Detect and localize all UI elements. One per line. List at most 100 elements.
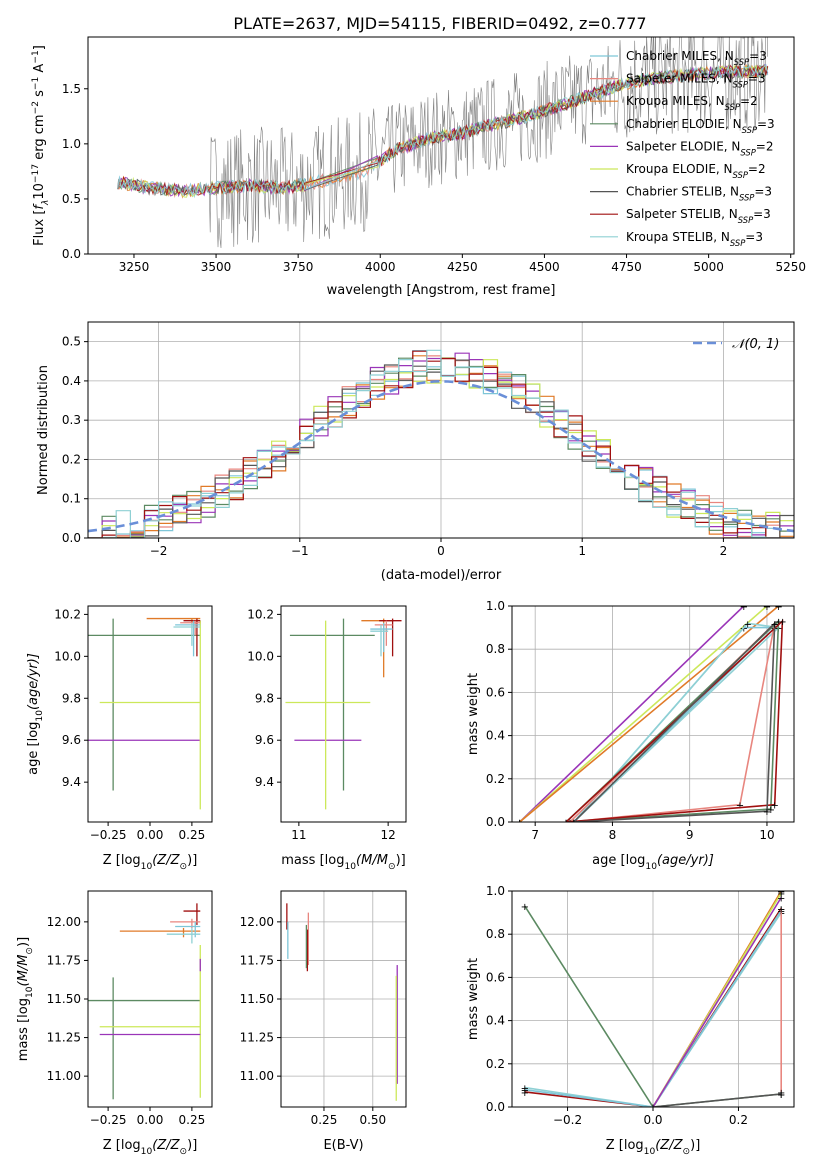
weight-vs-age-marker: + (562, 818, 570, 829)
spectrum-legend-label-part: SSP (733, 170, 749, 180)
age-vs-z-ytick-label: 9.8 (62, 691, 81, 705)
age-vs-z-xlabel-part: (Z/Z (152, 853, 180, 868)
age-vs-mass-xlabel-part: ⊙ (388, 862, 396, 872)
age-vs-mass-xtick-label: 12 (381, 828, 396, 842)
spectrum-xtick-label: 5250 (775, 260, 806, 274)
age-vs-z-plot-area (88, 617, 201, 810)
spectrum-legend-label-part: SSP (739, 193, 755, 203)
weight-vs-age-xlabel-part: age [log (592, 853, 645, 868)
spectrum-legend-label: Chabrier MILES, NSSP=3 (626, 49, 767, 67)
weight-vs-z-xlabel-part: ⊙ (683, 1147, 691, 1157)
mass-vs-z-ytick-label: 11.00 (47, 1069, 81, 1083)
weight-vs-age-marker: + (566, 818, 574, 829)
weight-vs-age-marker: + (767, 805, 775, 816)
mass-vs-z-ytick-label: 11.50 (47, 992, 81, 1006)
spectrum-ylabel-part: f (32, 203, 47, 210)
residuals-ytick-label: 0.3 (62, 413, 81, 427)
spectrum-ytick-label: 0.0 (62, 247, 81, 261)
spectrum-legend-label-part: =3 (757, 117, 775, 131)
mass-vs-z-ylabel-part: ⊙ (25, 947, 35, 955)
age-vs-z-xlabel-part: )] (187, 853, 197, 868)
age-vs-mass-ytick-label: 9.8 (255, 691, 274, 705)
spectrum-legend-label-part: =3 (749, 49, 767, 63)
spectrum-model-chabrier-stelib (117, 65, 768, 197)
weight-vs-age-frame (511, 605, 795, 823)
weight-vs-z-ytick-label: 0.2 (486, 1057, 505, 1071)
spectrum-model-chabrier-elodie (117, 63, 769, 196)
age-vs-mass-frame (280, 605, 407, 823)
spectrum-legend-label-part: SSP (740, 147, 756, 157)
spectrum-model-salpeter-stelib (117, 64, 769, 196)
residuals-legend-label: 𝒩(0, 1) (732, 337, 779, 352)
weight-vs-z-marker: + (777, 904, 785, 915)
weight-vs-z-ytick-label: 0.0 (486, 1100, 505, 1114)
spectrum-legend-label-part: SSP (742, 125, 758, 135)
weight-vs-z-ylabel: mass weight (466, 958, 481, 1040)
weight-vs-z-marker: + (649, 1103, 657, 1114)
residuals-xtick-label: 1 (578, 544, 586, 558)
weight-vs-age-marker: + (570, 818, 578, 829)
mass-vs-ebv-axes: 0.25 0.50 11.00 11.25 11.50 11.75 12.00 E(B-V) (240, 890, 407, 1153)
age-vs-mass-axes: 11 12 9.4 9.6 9.8 10.0 10.2 mass [log10(M/M⊙)] (247, 605, 407, 872)
spectrum-legend-label-part: SSP (725, 102, 741, 112)
spectrum-legend-label-part: Chabrier ELODIE, N (626, 117, 742, 131)
spectrum-xtick-label: 4000 (365, 260, 396, 274)
spectrum-ylabel-part: λ (41, 200, 51, 206)
weight-vs-age-plot-area: ++++++++ ++++ ++++++++++++++ ++++ (516, 602, 787, 829)
spectrum-ytick-label: 1.5 (62, 82, 81, 96)
weight-vs-z-marker: + (521, 1086, 529, 1097)
age-vs-z-ylabel: age [log10(age/yr)] (26, 653, 45, 775)
weight-vs-z-marker: + (777, 1088, 785, 1099)
age-vs-z-ytick-label: 9.6 (62, 733, 81, 747)
weight-vs-age-marker: + (562, 818, 570, 829)
weight-vs-z-marker: + (521, 902, 529, 913)
weight-vs-age-xtick-label: 9 (686, 828, 694, 842)
spectrum-legend-label: Salpeter ELODIE, NSSP=2 (626, 139, 774, 157)
mass-vs-z-xlabel: Z [log10(Z/Z⊙)] (103, 1138, 198, 1157)
weight-vs-z-marker: + (649, 1103, 657, 1114)
spectrum-legend-label-part: =3 (748, 72, 766, 86)
age-vs-z-xtick-label: −0.25 (90, 828, 127, 842)
weight-vs-z-marker: + (649, 1103, 657, 1114)
age-vs-mass-xlabel: mass [log10(M/M⊙)] (281, 853, 405, 872)
spectrum-legend-label: Salpeter STELIB, NSSP=3 (626, 207, 771, 225)
weight-vs-age-line-0 (519, 606, 745, 822)
spectrum-legend-label-part: Chabrier STELIB, N (626, 185, 739, 199)
spectrum-ylabel-part: −1 (31, 77, 41, 90)
weight-vs-z-ytick-label: 0.6 (486, 970, 505, 984)
weight-vs-age-line-2 (519, 606, 780, 822)
spectrum-legend-label: Chabrier STELIB, NSSP=3 (626, 185, 772, 203)
mass-vs-z-plot-area (88, 903, 201, 1100)
weight-vs-z-xlabel-part: (Z/Z (655, 1138, 683, 1153)
residuals-plot-area (88, 349, 794, 538)
spectrum-legend-label: Kroupa MILES, NSSP=2 (626, 94, 758, 112)
weight-vs-z-marker: + (649, 1103, 657, 1114)
weight-vs-age-marker: + (774, 602, 782, 613)
residuals-xtick-label: −2 (150, 544, 168, 558)
weight-vs-age-marker: + (763, 807, 771, 818)
weight-vs-age-ytick-label: 0.2 (486, 772, 505, 786)
weight-vs-z-xlabel-part: )] (690, 1138, 700, 1153)
mass-vs-ebv-xtick-label: 0.50 (359, 1113, 386, 1127)
weight-vs-age-marker: + (562, 818, 570, 829)
mass-vs-ebv-ytick-label: 11.50 (240, 992, 274, 1006)
age-vs-mass-ytick-label: 10.0 (247, 649, 274, 663)
spectrum-ylabel-part: −1 (31, 50, 41, 63)
spectrum-legend-label: Kroupa ELODIE, NSSP=2 (626, 162, 766, 180)
spectrum-legend-label-part: =2 (740, 94, 758, 108)
mass-vs-z-xtick-label: 0.00 (137, 1113, 164, 1127)
weight-vs-z-line-3 (524, 909, 782, 1107)
spectrum-legend-label-part: SSP (733, 80, 749, 90)
weight-vs-age-marker: + (740, 624, 748, 635)
weight-vs-age-marker: + (770, 801, 778, 812)
spectrum-xtick-label: 4250 (447, 260, 478, 274)
spectrum-legend-label-part: =3 (753, 207, 771, 221)
weight-vs-age-line-4 (573, 622, 781, 822)
mass-vs-z-xlabel-part: Z [log (103, 1138, 141, 1153)
weight-vs-age-marker: + (516, 818, 524, 829)
spectrum-legend-label-part: =2 (748, 162, 766, 176)
age-vs-z-xtick-label: 0.25 (179, 828, 206, 842)
spectrum-ylabel: Flux [fλ10−17 erg cm−2 s−1 A−1] (31, 45, 51, 246)
spectrum-ylabel-part: s (32, 90, 47, 101)
